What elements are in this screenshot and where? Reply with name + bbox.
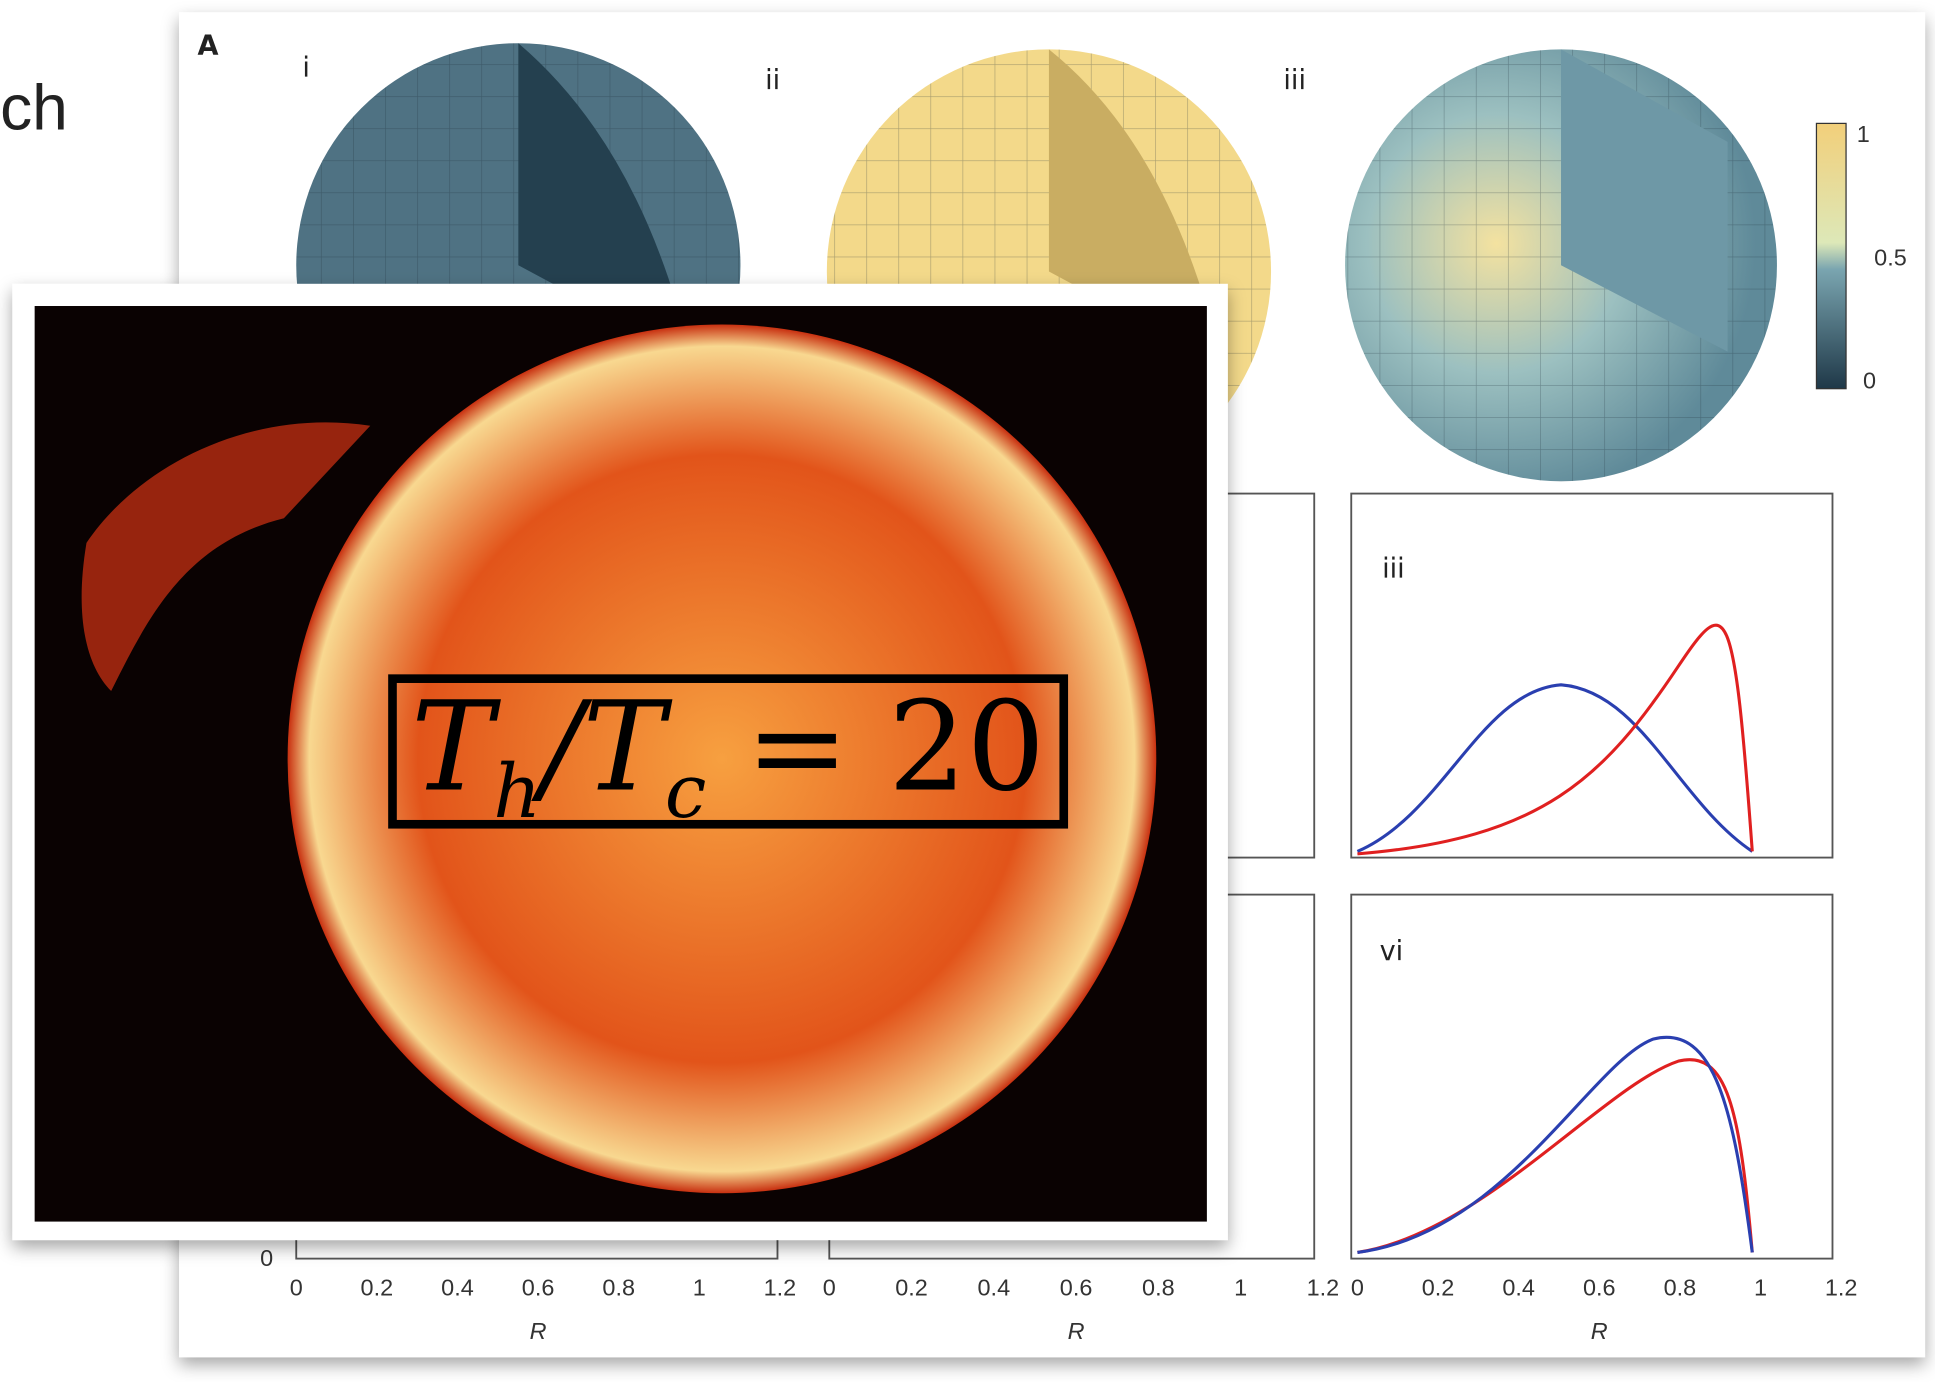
sphere-label: i: [302, 53, 310, 84]
y-tick-label: 0: [260, 1245, 273, 1271]
x-tick-label: 0.6: [522, 1275, 555, 1301]
x-tick-label: 0.2: [895, 1275, 928, 1301]
colorbar-tick: 1: [1857, 121, 1870, 147]
x-axis-label: R: [1591, 1318, 1608, 1344]
eq-part: c: [665, 749, 706, 835]
eq-part: h: [493, 749, 541, 835]
panel-label: A: [198, 30, 219, 61]
x-tick-label: 0: [823, 1275, 836, 1301]
x-axis-label: R: [530, 1318, 547, 1344]
page: {"slide": {"left_text": "ch"}, "figure":…: [0, 0, 1935, 1382]
plot-label: vi: [1380, 936, 1404, 967]
x-tick-label: 0: [1351, 1275, 1364, 1301]
x-tick-label: 1.2: [1307, 1275, 1340, 1301]
x-tick-label: 0.4: [441, 1275, 474, 1301]
x-tick-label: 0.2: [1422, 1275, 1455, 1301]
x-tick-label: 0.2: [361, 1275, 394, 1301]
eq-part: = 20: [706, 676, 1045, 820]
x-tick-label: 0.6: [1060, 1275, 1093, 1301]
overlay-photo: Th/Tc = 20: [12, 284, 1227, 1240]
x-tick-label: 0.4: [978, 1275, 1011, 1301]
x-tick-label: 0: [290, 1275, 303, 1301]
colorbar: [1816, 123, 1846, 388]
x-tick-label: 1.2: [764, 1275, 797, 1301]
x-tick-label: 0.8: [1664, 1275, 1697, 1301]
x-tick-label: 0.6: [1583, 1275, 1616, 1301]
x-tick-label: 0.8: [602, 1275, 635, 1301]
x-tick-label: 1.2: [1825, 1275, 1858, 1301]
sphere-label: iii: [1283, 65, 1306, 96]
x-tick-label: 1: [1754, 1275, 1767, 1301]
x-axis-label: R: [1068, 1318, 1085, 1344]
colorbar-tick: 0: [1863, 368, 1876, 394]
x-tick-label: 1: [1234, 1275, 1247, 1301]
slide-text: ch: [0, 72, 68, 144]
x-tick-label: 0.8: [1142, 1275, 1175, 1301]
eq-part: /T: [531, 676, 673, 820]
slide: ch A i ii iii 1 0.5 0 iii vi 0: [0, 0, 1935, 1382]
plot-label: iii: [1382, 553, 1405, 584]
x-tick-label: 0.4: [1502, 1275, 1535, 1301]
eq-part: T: [411, 676, 501, 820]
colorbar-tick: 0.5: [1874, 244, 1907, 270]
sphere-label: ii: [765, 65, 780, 96]
x-tick-label: 1: [693, 1275, 706, 1301]
